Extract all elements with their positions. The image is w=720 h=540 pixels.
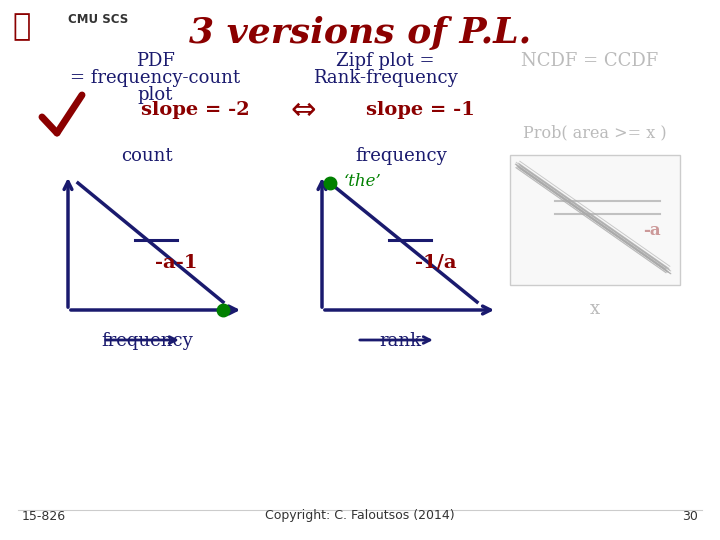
Text: frequency: frequency: [101, 332, 193, 350]
Text: -a-1: -a-1: [156, 254, 198, 272]
Text: rank: rank: [379, 332, 422, 350]
Text: 15-826: 15-826: [22, 510, 66, 523]
Text: Prob( area >= x ): Prob( area >= x ): [523, 124, 667, 141]
Text: NCDF = CCDF: NCDF = CCDF: [521, 52, 659, 70]
Text: 30: 30: [682, 510, 698, 523]
Text: 🦅: 🦅: [12, 12, 30, 41]
Text: Zipf plot =: Zipf plot =: [336, 52, 434, 70]
Text: slope = -1: slope = -1: [366, 101, 474, 119]
Bar: [510, 155, 680, 285]
Text: count: count: [121, 147, 173, 165]
Text: ⇔: ⇔: [290, 96, 316, 125]
Text: ‘the’: ‘the’: [344, 172, 382, 190]
Text: CMU SCS: CMU SCS: [68, 13, 128, 26]
Text: Copyright: C. Faloutsos (2014): Copyright: C. Faloutsos (2014): [265, 510, 455, 523]
Text: 3 versions of P.L.: 3 versions of P.L.: [189, 16, 531, 50]
Text: -1/a: -1/a: [415, 254, 456, 272]
Text: frequency: frequency: [355, 147, 446, 165]
Text: x: x: [590, 300, 600, 318]
Text: slope = -2: slope = -2: [140, 101, 249, 119]
Text: Rank-frequency: Rank-frequency: [312, 69, 457, 87]
Text: PDF: PDF: [135, 52, 174, 70]
Text: plot: plot: [138, 86, 173, 104]
Text: -a: -a: [643, 222, 661, 239]
Text: = frequency-count: = frequency-count: [70, 69, 240, 87]
